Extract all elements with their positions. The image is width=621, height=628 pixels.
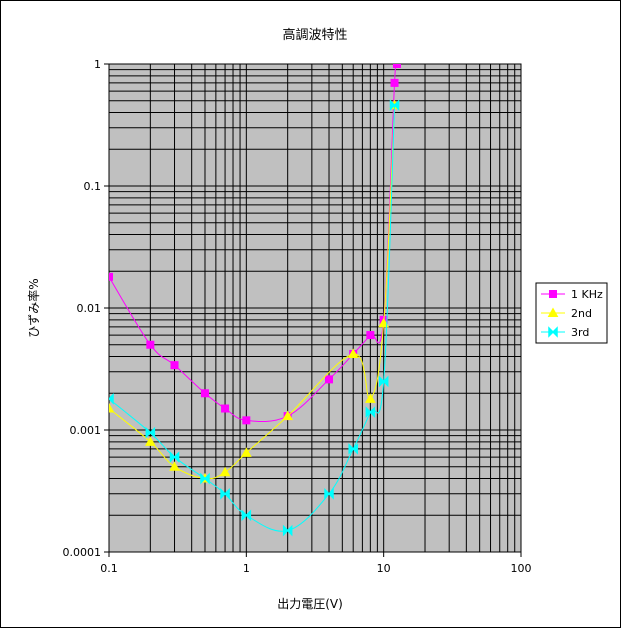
- y-tick-label: 0.01: [77, 302, 102, 315]
- data-point: [282, 410, 294, 421]
- y-tick-label: 0.1: [84, 180, 102, 193]
- series-3rd: [109, 99, 400, 537]
- data-point: [169, 451, 180, 463]
- y-tick-label: 1: [94, 58, 101, 71]
- x-tick-label: 100: [511, 562, 532, 575]
- data-point: [144, 436, 156, 446]
- data-point: [347, 348, 359, 358]
- x-tick-label: 0.1: [100, 562, 118, 575]
- data-point: [366, 331, 375, 340]
- data-point: [240, 447, 252, 457]
- data-point: [109, 272, 113, 281]
- x-axis-title: 出力電圧(V): [277, 597, 343, 611]
- legend-label: 3rd: [571, 326, 589, 339]
- data-point: [325, 375, 334, 384]
- legend-label: 2nd: [571, 307, 592, 320]
- y-axis-title: ひずみ率%: [26, 278, 41, 337]
- data-point: [146, 340, 155, 349]
- data-point: [221, 404, 230, 413]
- data-point: [378, 317, 390, 328]
- legend-marker: [547, 307, 559, 317]
- data-point: [169, 461, 180, 471]
- legend: 1 KHz 2nd 3rd: [535, 282, 608, 344]
- data-point: [220, 487, 230, 500]
- series-layer: [109, 64, 401, 537]
- legend-marker: [548, 326, 558, 338]
- data-point: [389, 99, 400, 111]
- data-point: [390, 78, 399, 87]
- data-point: [282, 524, 293, 537]
- x-tick-label: 1: [243, 562, 250, 575]
- y-tick-label: 0.0001: [63, 546, 102, 559]
- data-point: [200, 389, 209, 398]
- chart-title: 高調波特性: [282, 27, 347, 43]
- x-tick-label: 10: [377, 562, 391, 575]
- legend-label: 1 KHz: [571, 288, 603, 301]
- data-point: [109, 402, 115, 413]
- data-point: [365, 393, 376, 403]
- data-point: [200, 472, 210, 485]
- data-point: [348, 443, 358, 455]
- legend-marker: [549, 290, 557, 298]
- data-point: [324, 487, 334, 500]
- data-point: [145, 426, 156, 439]
- data-point: [219, 466, 231, 477]
- data-point: [241, 509, 252, 522]
- data-point: [365, 406, 376, 418]
- data-point: [109, 393, 114, 405]
- data-point: [392, 64, 401, 68]
- data-point: [242, 416, 251, 425]
- data-point: [170, 361, 179, 370]
- data-point: [378, 375, 389, 388]
- y-tick-label: 0.001: [70, 424, 102, 437]
- plot-area: 0.1 1 10 100 0.0001 0.001 0.01 0.1 1: [63, 58, 532, 575]
